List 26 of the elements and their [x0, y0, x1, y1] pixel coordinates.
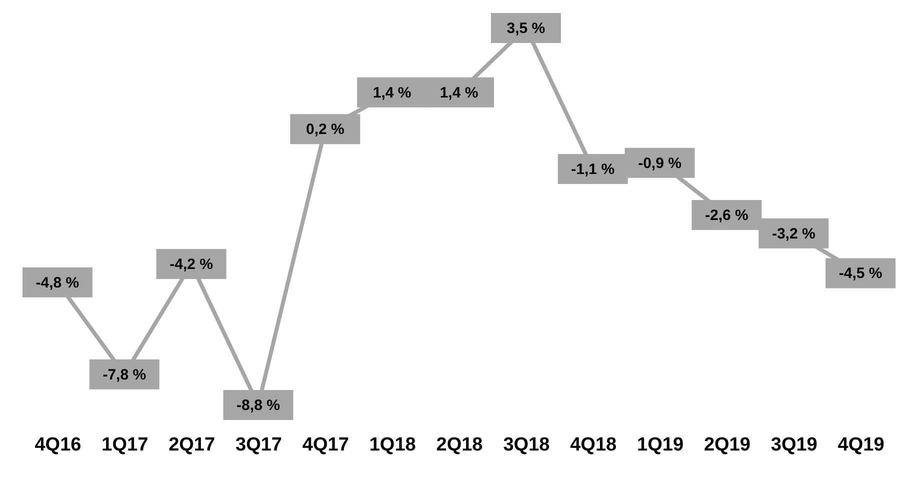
x-tick-label: 4Q18 — [570, 434, 617, 456]
data-label: -4,8 % — [36, 274, 80, 292]
data-label: 0,2 % — [306, 121, 344, 138]
x-tick-label: 2Q19 — [704, 434, 750, 456]
x-tick-label: 2Q18 — [436, 434, 483, 456]
data-label: 3,5 % — [506, 20, 546, 37]
x-tick-label: 4Q19 — [838, 434, 884, 456]
data-label: 1,4 % — [372, 84, 412, 102]
x-tick-label: 3Q18 — [503, 434, 550, 456]
x-tick-label: 4Q16 — [34, 434, 82, 456]
x-tick-label: 3Q19 — [770, 434, 818, 456]
data-label: -7,8 % — [102, 366, 146, 384]
x-tick-label: 1Q17 — [102, 434, 148, 456]
x-tick-label: 3Q17 — [235, 434, 282, 456]
data-label: -8,8 % — [236, 397, 280, 414]
data-label: -4,5 % — [838, 265, 882, 282]
data-label: -4,2 % — [170, 256, 213, 274]
x-tick-label: 1Q18 — [369, 434, 416, 456]
x-tick-label: 1Q19 — [637, 434, 684, 456]
x-tick-label: 4Q17 — [302, 434, 349, 456]
data-label: -0,9 % — [638, 154, 682, 172]
data-label: -1,1 % — [571, 160, 615, 178]
data-label: -2,6 % — [705, 206, 748, 224]
x-tick-label: 2Q17 — [168, 434, 216, 456]
data-label: 1,4 % — [440, 84, 478, 102]
data-label: -3,2 % — [772, 225, 816, 242]
